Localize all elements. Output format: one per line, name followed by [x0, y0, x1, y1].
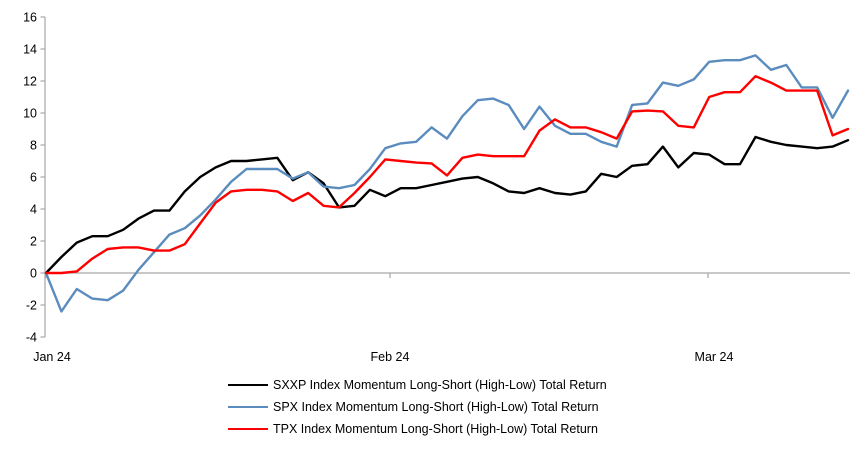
series-line-spx: [44, 54, 850, 313]
legend-line-swatch-blue: [228, 405, 268, 409]
y-axis-tick-label: 0: [30, 267, 37, 281]
y-axis-tick-label: 4: [30, 203, 37, 217]
y-axis-tick-label: 10: [23, 107, 37, 121]
y-axis-tick-label: 6: [30, 171, 37, 185]
legend-item-spx: SPX Index Momentum Long-Short (High-Low)…: [228, 396, 607, 418]
legend-item-sxxp: SXXP Index Momentum Long-Short (High-Low…: [228, 374, 607, 396]
series-line-tpx: [44, 74, 850, 275]
x-axis-tick-label: Mar 24: [695, 350, 734, 364]
y-axis-tick-label: -4: [26, 331, 37, 345]
x-axis-tick-label: Jan 24: [33, 350, 71, 364]
y-axis-tick-label: 16: [23, 11, 37, 25]
y-axis-tick-label: 12: [23, 75, 37, 89]
legend-label-sxxp: SXXP Index Momentum Long-Short (High-Low…: [273, 377, 607, 392]
y-axis-tick-label: -2: [26, 299, 37, 313]
series-line-sxxp: [44, 135, 850, 275]
legend-label-tpx: TPX Index Momentum Long-Short (High-Low)…: [273, 421, 598, 436]
legend-line-swatch-black: [228, 383, 268, 387]
legend: SXXP Index Momentum Long-Short (High-Low…: [228, 374, 607, 440]
y-axis-tick-label: 14: [23, 43, 37, 57]
y-axis-tick-label: 2: [30, 235, 37, 249]
legend-line-swatch-red: [228, 427, 268, 431]
y-axis-tick-label: 8: [30, 139, 37, 153]
legend-label-spx: SPX Index Momentum Long-Short (High-Low)…: [273, 399, 599, 414]
legend-item-tpx: TPX Index Momentum Long-Short (High-Low)…: [228, 418, 607, 440]
x-axis-tick-label: Feb 24: [371, 350, 410, 364]
